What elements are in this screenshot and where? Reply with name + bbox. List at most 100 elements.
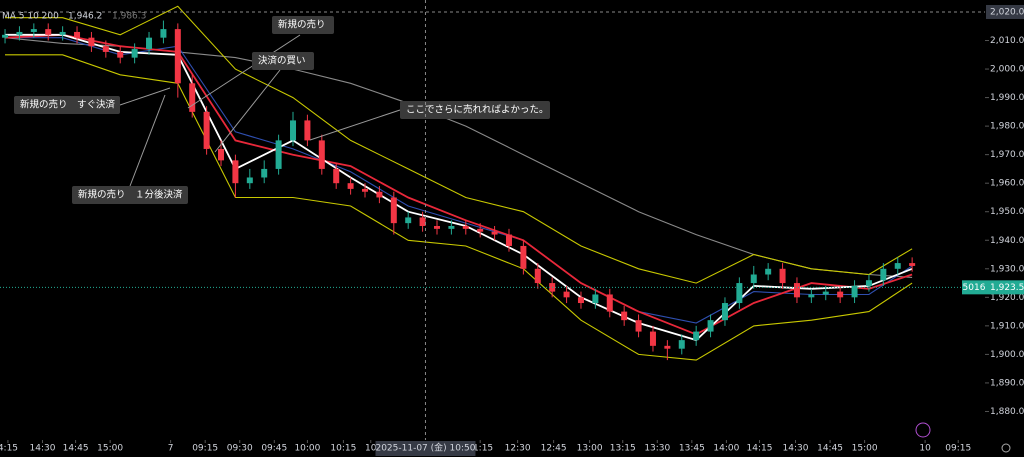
- y-tick-label: 1,970.0: [990, 150, 1024, 160]
- x-tick-label: 7: [168, 444, 174, 454]
- annotation-line: [119, 87, 171, 106]
- alert-icon[interactable]: [915, 422, 931, 438]
- annotation-line: [309, 109, 401, 141]
- x-tick-label: 13:45: [679, 444, 705, 454]
- x-tick-label: 15:00: [852, 444, 878, 454]
- candle-body: [433, 225, 440, 229]
- candle-body: [721, 303, 728, 321]
- y-tick-label: 1,900.0: [990, 350, 1024, 360]
- x-tick-label: 09:30: [227, 444, 253, 454]
- candle-body: [30, 29, 37, 32]
- candle-body: [505, 234, 512, 246]
- candle-body: [102, 46, 109, 52]
- y-tick-label: 1,880.0: [990, 407, 1024, 417]
- last-price-box: [986, 280, 1024, 295]
- candle-body: [405, 217, 412, 224]
- volume-label: 5016: [963, 283, 986, 293]
- candle-body: [649, 331, 656, 346]
- candle-body: [318, 140, 325, 169]
- candle-body: [635, 320, 642, 332]
- annotation-line: [129, 94, 166, 187]
- candle-body: [808, 294, 815, 298]
- x-tick-label: 10:00: [294, 444, 320, 454]
- candle-body: [837, 291, 844, 298]
- crosshair-y-box: [986, 4, 1024, 19]
- candle-body: [736, 283, 743, 304]
- crosshair-x-label: 2025-11-07 (金) 10:50: [375, 442, 475, 454]
- candle-body: [750, 274, 757, 284]
- candle-body: [290, 120, 297, 141]
- candle-body: [462, 225, 469, 229]
- x-tick-label: 14:45: [63, 444, 89, 454]
- candle-body: [765, 268, 772, 275]
- y-tick-label: 2,000.0: [990, 65, 1024, 75]
- settings-icon[interactable]: [1001, 443, 1011, 453]
- candle-body: [880, 268, 887, 281]
- x-tick-label: 14:30: [783, 444, 809, 454]
- x-tick-label: 09:45: [261, 444, 287, 454]
- plot: 新規の売り 決済の買い 新規の売り すぐ決済 ここでさらに売れればよかった。 新…: [2, 5, 916, 361]
- y-tick-label: 1,980.0: [990, 122, 1024, 132]
- annotation-box: [14, 96, 120, 114]
- candle-body: [261, 168, 268, 178]
- candle-body: [894, 263, 901, 269]
- candle-body: [16, 31, 23, 35]
- candle-body: [477, 228, 484, 232]
- candle-body: [45, 29, 52, 35]
- candle-body: [218, 148, 225, 161]
- indicator-value: 1,946.2: [68, 12, 102, 22]
- candle-body: [822, 291, 829, 295]
- x-tick-label: 4:15: [0, 444, 18, 454]
- candle-body: [376, 191, 383, 198]
- annotation-box: [400, 101, 550, 119]
- candle-body: [390, 197, 397, 224]
- candle-body: [851, 285, 858, 298]
- candle-body: [2, 34, 9, 38]
- candle-body: [448, 225, 455, 229]
- candle-body: [246, 177, 253, 184]
- candle-body: [333, 168, 340, 184]
- candle-body: [347, 183, 354, 189]
- candle-body: [88, 37, 95, 47]
- indicator-value: 1,986.3: [112, 12, 146, 22]
- candle-body: [563, 291, 570, 298]
- annotation-line: [214, 69, 281, 153]
- x-tick-label: 13:00: [577, 444, 603, 454]
- x-tick-label: 15:00: [97, 444, 123, 454]
- annotation-box: [252, 52, 314, 70]
- x-tick-label: 09:15: [945, 444, 971, 454]
- candle-body: [909, 263, 916, 266]
- candle-body: [74, 31, 81, 38]
- candle-body: [779, 268, 786, 284]
- y-tick-label: 1,930.0: [990, 264, 1024, 274]
- candle-body: [491, 231, 498, 235]
- candle-body: [592, 294, 599, 304]
- candle-body: [362, 188, 369, 192]
- annotations: 新規の売り 決済の買い 新規の売り すぐ決済 ここでさらに売れればよかった。 新…: [14, 16, 550, 204]
- x-tick-label: 13:30: [644, 444, 670, 454]
- y-tick-label: 1,990.0: [990, 93, 1024, 103]
- x-tick-label: 10: [919, 444, 931, 454]
- candle-body: [707, 320, 714, 332]
- y-tick-label: 1,960.0: [990, 179, 1024, 189]
- candle-body: [534, 268, 541, 284]
- candle-body: [189, 83, 196, 112]
- crosshair-x-box: [375, 441, 476, 456]
- candle-body: [275, 140, 282, 169]
- candle-body: [621, 311, 628, 321]
- candle-body: [865, 280, 872, 286]
- candle-body: [520, 245, 527, 269]
- candle-body: [693, 331, 700, 341]
- y-tick-label: 1,890.0: [990, 378, 1024, 388]
- candle-body: [304, 120, 311, 141]
- candle-body: [131, 49, 138, 58]
- x-tick-label: 14:30: [30, 444, 56, 454]
- annotation-box: [272, 16, 334, 34]
- candle-body: [203, 111, 210, 149]
- candle-body: [59, 31, 66, 35]
- y-tick-label: 1,910.0: [990, 321, 1024, 331]
- indicator-line: [5, 54, 913, 361]
- annotation: 新規の売り すぐ決済: [20, 99, 116, 111]
- x-tick-label: 09:15: [192, 444, 218, 454]
